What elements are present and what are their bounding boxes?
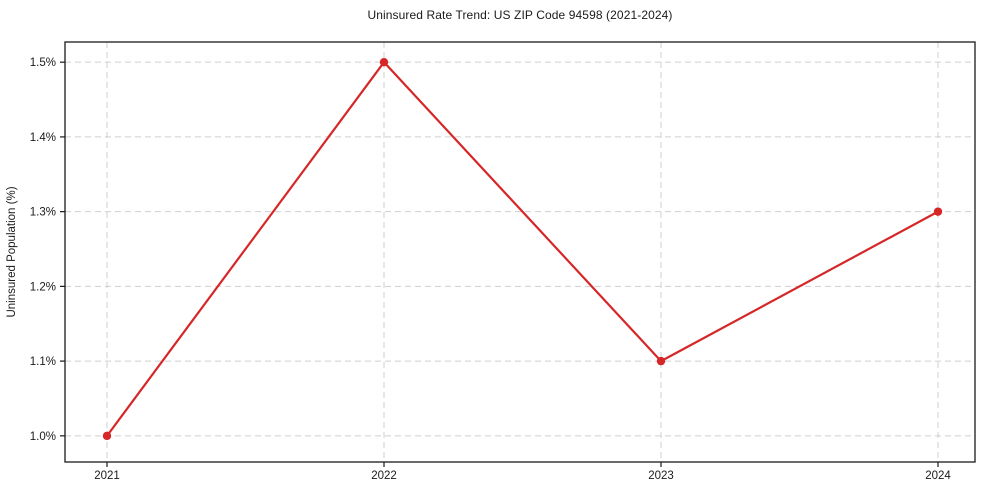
- y-tick-label: 1.3%: [30, 207, 56, 219]
- line-series: [105, 61, 940, 437]
- y-tick-label: 1.4%: [30, 132, 56, 144]
- plot-border: [64, 41, 976, 463]
- y-axis-label: Uninsured Population (%): [6, 186, 18, 317]
- data-point-marker: [656, 356, 666, 366]
- y-tick-label: 1.5%: [30, 57, 56, 69]
- data-point-marker: [379, 57, 389, 67]
- data-point-marker: [933, 207, 943, 216]
- x-tick-label: 2022: [371, 470, 397, 482]
- x-tick-label: 2023: [648, 470, 674, 482]
- chart-title: Uninsured Rate Trend: US ZIP Code 94598 …: [367, 8, 673, 22]
- y-tick-label: 1.0%: [30, 431, 56, 443]
- x-tick-label: 2024: [925, 470, 951, 482]
- y-tick-label: 1.1%: [30, 356, 56, 368]
- data-point-marker: [102, 431, 112, 441]
- x-tick-label: 2021: [94, 470, 120, 482]
- y-tick-label: 1.2%: [30, 281, 56, 293]
